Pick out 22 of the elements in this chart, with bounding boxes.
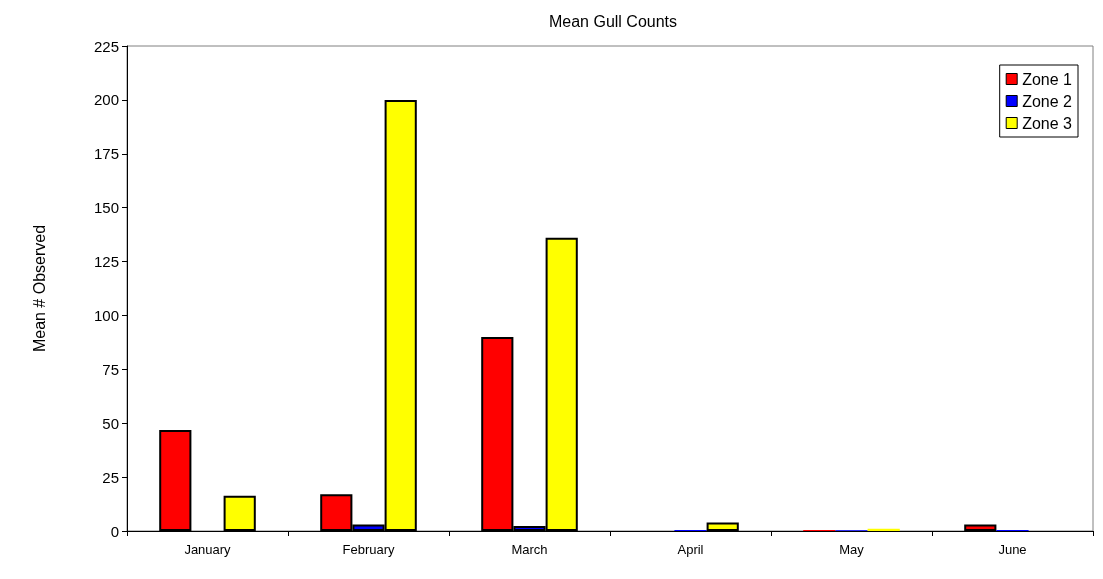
y-tick-label: 175 [93,145,119,163]
x-tick-label: February [342,542,395,557]
x-tick-label: March [511,542,548,557]
chart-title: Mean Gull Counts [548,12,678,30]
y-tick-label: 150 [93,199,119,217]
y-tick-label: 200 [93,91,119,109]
bar [867,528,900,531]
y-tick-label: 225 [93,37,119,55]
legend-label: Zone 2 [1022,92,1073,110]
y-tick-label: 0 [110,522,119,540]
x-tick-label: May [839,542,865,557]
x-tick-label: June [998,542,1027,557]
y-tick-label: 25 [102,468,119,486]
x-tick-label: January [184,542,232,557]
legend-label: Zone 1 [1022,70,1073,88]
y-tick-label: 75 [102,360,119,378]
y-tick-label: 50 [102,414,119,432]
y-tick-label: 125 [93,253,119,271]
x-tick-label: April [677,542,704,557]
legend-label: Zone 3 [1022,114,1073,132]
y-tick-label: 100 [93,306,119,324]
y-axis-title: Mean # Observed [30,224,48,353]
